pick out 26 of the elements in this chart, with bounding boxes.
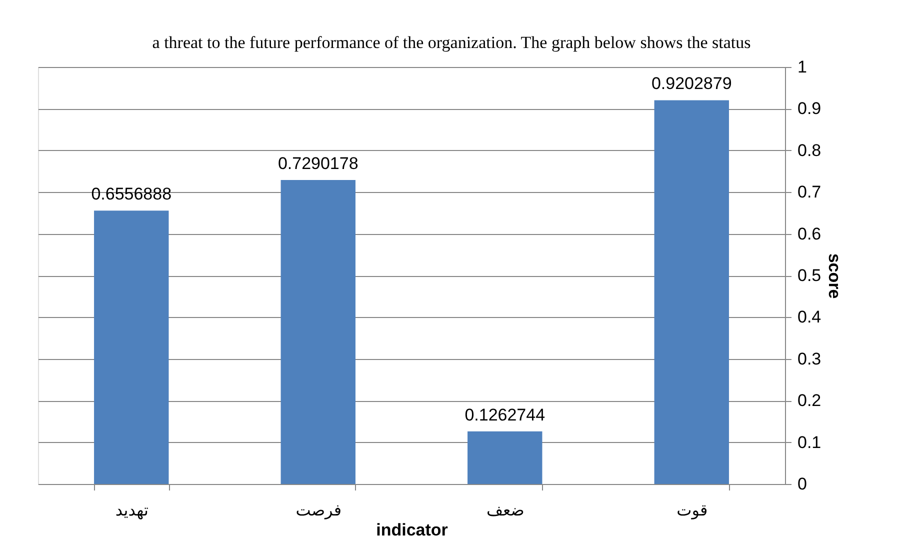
bar (468, 431, 542, 484)
x-tick-label: تهدید (115, 500, 148, 520)
y-tick-label: 0.5 (798, 266, 822, 285)
y-tick-label: 0.6 (798, 224, 822, 244)
y-tick-label: 0 (798, 474, 807, 494)
y-axis-title: score (825, 253, 844, 299)
y-tick-label: 0.9 (798, 99, 822, 118)
y-tick-label: 0.7 (798, 182, 822, 202)
y-tick-label: 0.3 (798, 349, 822, 368)
y-tick-label: 1 (798, 58, 807, 76)
data-label: 0.7290178 (278, 154, 358, 173)
y-tick-label: 0.1 (798, 432, 822, 452)
data-label: 0.6556888 (91, 184, 172, 204)
bar (654, 100, 729, 484)
y-tick-label: 0.4 (798, 308, 822, 327)
bar (280, 180, 356, 484)
x-tick-label: فرصت (296, 500, 342, 520)
text: a threat to the future performance of the organization. The graph below shows the status (152, 33, 751, 52)
bar (94, 210, 169, 484)
x-tick-label: ضعف (486, 500, 524, 520)
x-axis-title: indicator (376, 520, 448, 540)
data-label: 0.1262744 (464, 405, 546, 424)
y-tick-label: 0.2 (798, 391, 822, 410)
x-tick-label: قوت (676, 500, 708, 520)
data-label: 0.9202879 (651, 74, 732, 94)
y-tick-label: 0.8 (798, 140, 822, 160)
